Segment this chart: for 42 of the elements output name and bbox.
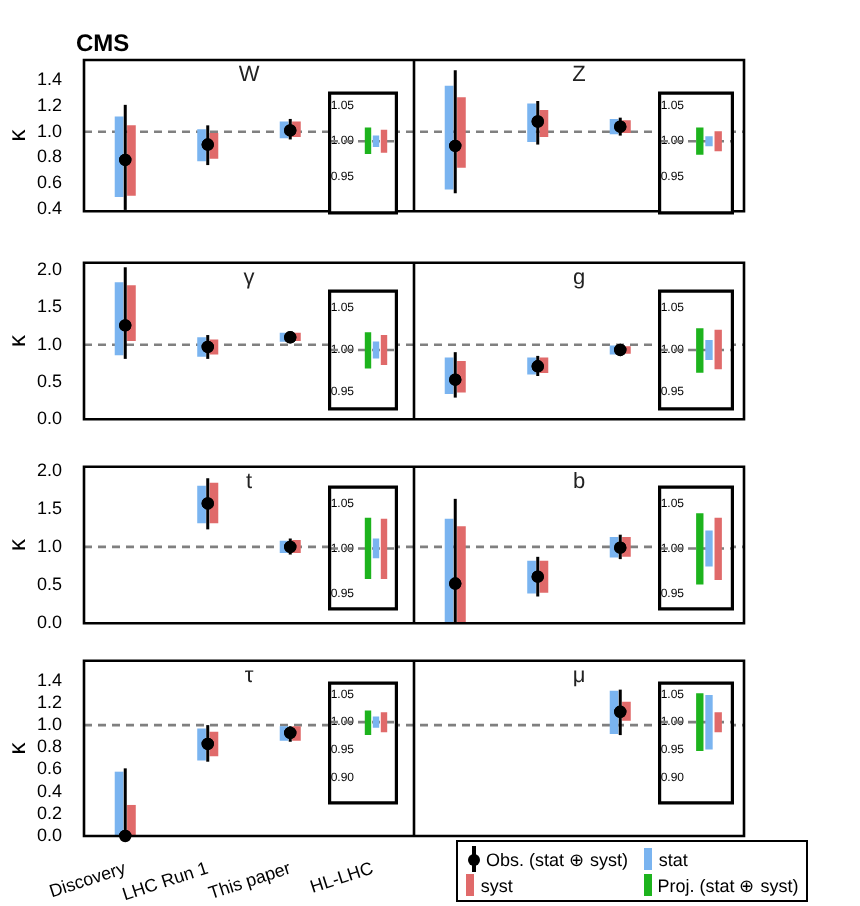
annotation: W [238,63,261,88]
chart-title: CMS [76,28,130,57]
y-tick-label: 1.2 [36,95,62,116]
y-tick-label: 0.0 [36,408,62,429]
y-tick-label: 0.4 [36,780,62,801]
y-axis-title: κ [3,127,32,142]
legend-label: stat [658,849,688,869]
y-tick-label: 0.6 [36,171,62,192]
annotation: γ [243,265,256,290]
y-tick-label: 0.0 [36,612,62,633]
annotation: Z [572,63,587,88]
y-tick-label: 0.2 [36,802,62,823]
y-axis-title: κ [3,333,32,347]
y-tick-label: 1.4 [36,669,62,690]
y-tick-label: 0.8 [36,736,62,757]
y-tick-label: 1.0 [36,120,62,141]
y-tick-label: 2.0 [36,259,62,280]
y-tick-label: 2.0 [36,459,62,480]
annotation: τ [244,663,255,688]
y-tick-label: 1.2 [36,691,62,712]
y-tick-label: 1.0 [36,333,62,354]
legend-label: Proj. (stat ⊕ syst) [657,875,799,895]
y-tick-label: 1.0 [36,714,62,735]
y-tick-label: 0.5 [36,574,62,595]
annotation: b [572,469,586,494]
annotation: μ [572,663,586,688]
y-tick-label: 0.6 [36,758,62,779]
y-tick-label: 0.4 [36,197,62,218]
annotation: t [245,469,253,494]
legend-label: syst [480,875,513,895]
y-axis-title: κ [3,537,32,551]
annotation: g [572,265,586,290]
y-tick-label: 0.0 [36,824,62,845]
y-tick-label: 1.5 [36,296,62,317]
y-tick-label: 1.0 [36,535,62,556]
y-tick-label: 1.5 [36,497,62,518]
y-tick-label: 0.5 [36,370,62,391]
y-axis-title: κ [3,740,32,755]
x-tick-label: This paper [206,857,294,904]
legend-label: Obs. (stat ⊕ syst) [486,849,629,869]
y-tick-label: 0.8 [36,146,62,167]
y-tick-label: 1.4 [36,69,62,90]
